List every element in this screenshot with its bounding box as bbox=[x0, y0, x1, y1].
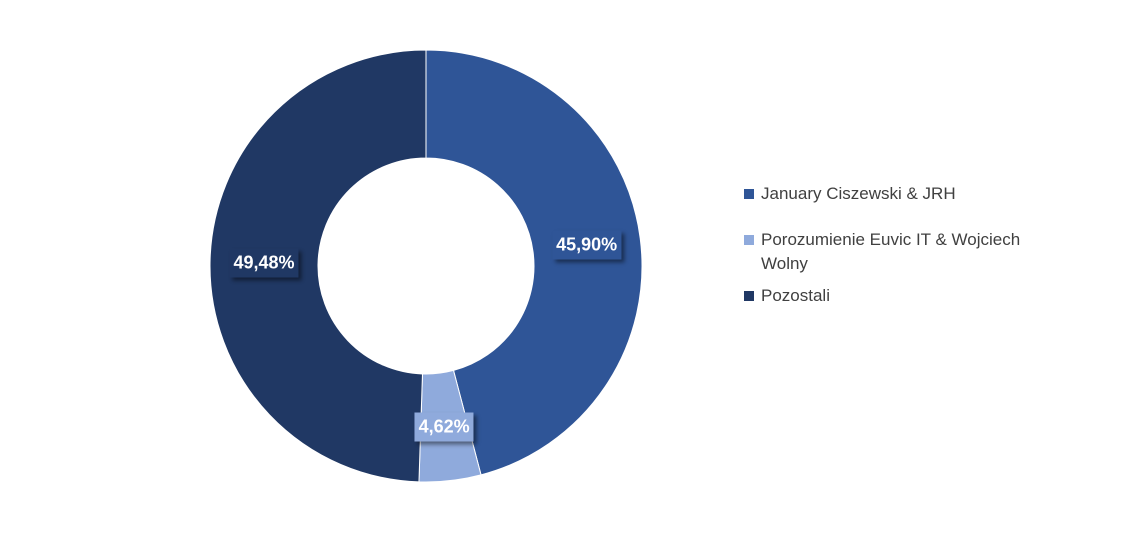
donut-slice bbox=[425, 49, 643, 476]
donut-slice bbox=[209, 49, 427, 483]
legend-item: January Ciszewski & JRH bbox=[744, 182, 1044, 206]
data-label: 45,90% bbox=[552, 230, 622, 260]
legend-swatch bbox=[744, 189, 754, 199]
legend-swatch bbox=[744, 291, 754, 301]
legend-swatch bbox=[744, 235, 754, 245]
data-label: 4,62% bbox=[414, 412, 474, 442]
data-label: 49,48% bbox=[229, 248, 299, 278]
legend: January Ciszewski & JRH Porozumienie Euv… bbox=[744, 182, 1044, 330]
legend-label: Pozostali bbox=[761, 286, 830, 305]
legend-label: January Ciszewski & JRH bbox=[761, 184, 956, 203]
legend-item: Porozumienie Euvic IT & Wojciech Wolny bbox=[744, 228, 1044, 276]
legend-label: Porozumienie Euvic IT & Wojciech Wolny bbox=[761, 230, 1021, 273]
legend-item: Pozostali bbox=[744, 284, 1044, 308]
